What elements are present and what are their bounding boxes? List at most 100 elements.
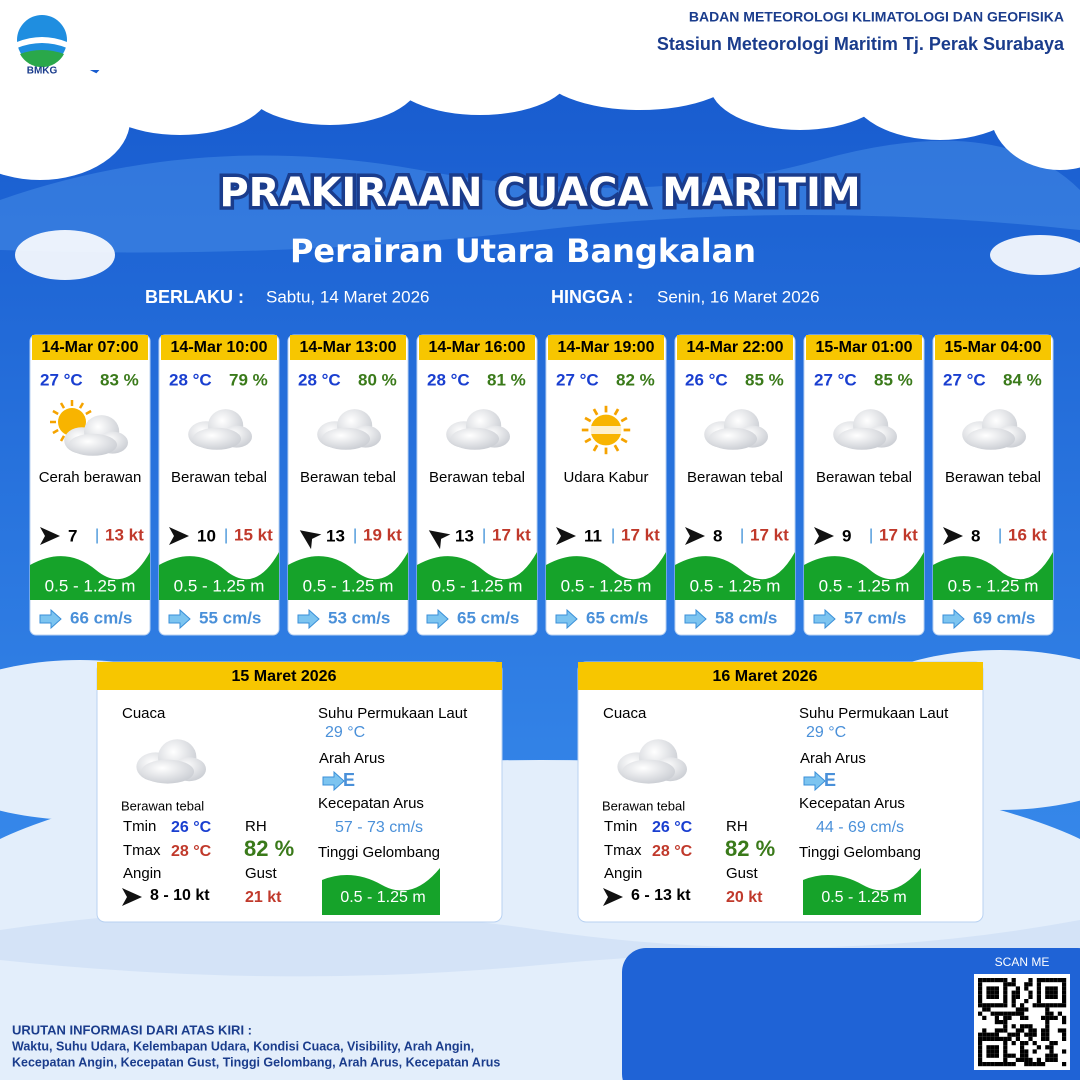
qr-module (978, 978, 983, 983)
weather-condition: Berawan tebal (429, 469, 525, 486)
summary-date: 15 Maret 2026 (232, 668, 337, 685)
title: PRAKIRAAN CUACA MARITIM (219, 170, 860, 216)
qr-module (1041, 1062, 1046, 1067)
current-arrow (426, 608, 449, 630)
qr-module (1041, 978, 1046, 983)
qr-module (1003, 1053, 1008, 1058)
qr-module (1049, 986, 1054, 991)
qr-module (990, 994, 995, 999)
qr-module (994, 1015, 999, 1020)
wave-area (159, 552, 279, 600)
bmkg-logo: BMKG (17, 15, 67, 77)
temperature: 26 °C (685, 370, 728, 389)
qr-module (1045, 1053, 1050, 1058)
qr-module (1032, 1032, 1037, 1037)
qr-module (986, 1003, 991, 1008)
footer-line: Kecepatan Angin, Kecepatan Gust, Tinggi … (12, 1055, 500, 1069)
qr-module (1049, 1057, 1054, 1062)
sun-ray (85, 409, 92, 416)
wind-speed: 13 (326, 526, 345, 545)
qr-module (982, 1003, 987, 1008)
qr-module (1011, 994, 1016, 999)
qr-module (982, 978, 987, 983)
qr-module (1028, 994, 1033, 999)
qr-module (1045, 1015, 1050, 1020)
qr-module (1045, 1057, 1050, 1062)
separator: | (224, 527, 228, 544)
card-header (935, 335, 1051, 360)
qr-module (986, 1032, 991, 1037)
qr-module (1053, 1003, 1058, 1008)
qr-module (1057, 978, 1062, 983)
field-label: Suhu Permukaan Laut (318, 705, 468, 722)
gust: 20 kt (726, 889, 763, 906)
haze (590, 426, 622, 434)
current-speed: 58 cm/s (715, 608, 777, 627)
temperature: 27 °C (814, 370, 857, 389)
qr-module (999, 978, 1004, 983)
qr-module (1015, 1036, 1020, 1041)
cloud-icon (188, 409, 252, 450)
agency: BADAN METEOROLOGI KLIMATOLOGI DAN GEOFIS… (689, 9, 1064, 25)
qr-module (1011, 1003, 1016, 1008)
qr-module (986, 1007, 991, 1012)
qr-module (982, 1007, 987, 1012)
field-label: Kecepatan Arus (799, 795, 905, 812)
qr-module (1062, 990, 1067, 995)
qr-module (999, 1020, 1004, 1025)
qr-module (1011, 990, 1016, 995)
qr-module (1020, 1045, 1025, 1050)
forecast-time: 14-Mar 22:00 (687, 339, 784, 356)
cloud-icon (962, 409, 1026, 450)
wave-height: 0.5 - 1.25 m (561, 576, 652, 595)
qr-module (1024, 1062, 1029, 1067)
qr-module (1024, 1024, 1029, 1029)
separator: | (740, 527, 744, 544)
card-header (32, 335, 148, 360)
qr-module (1003, 982, 1008, 987)
wind-speed: 7 (68, 526, 77, 545)
qr-module (1036, 994, 1041, 999)
sun-ray (613, 408, 620, 416)
humidity: 82 % (244, 836, 294, 861)
qr-module (986, 1053, 991, 1058)
qr-module (1062, 1028, 1067, 1033)
qr-module (999, 1011, 1004, 1016)
current-range: 57 - 73 cm/s (335, 819, 423, 836)
qr-module (1045, 1036, 1050, 1041)
qr-module (1036, 978, 1041, 983)
qr-module (990, 1003, 995, 1008)
wind-arrow (556, 527, 576, 545)
current-arrow (322, 770, 345, 792)
qr-module (1036, 1045, 1041, 1050)
field-label: Angin (604, 865, 642, 882)
qr-module (1015, 1007, 1020, 1012)
field-label: Tmin (123, 818, 156, 835)
qr-module (1062, 1036, 1067, 1041)
wave-height: 0.5 - 1.25 m (819, 576, 910, 595)
qr-module (1015, 1011, 1020, 1016)
current-arrow (297, 608, 320, 630)
qr-module (1062, 978, 1067, 983)
current-arrow (39, 608, 62, 630)
qr-module (990, 1032, 995, 1037)
qr-module (1011, 1062, 1016, 1067)
qr-module (1028, 978, 1033, 983)
qr-module (990, 1036, 995, 1041)
qr-module (978, 982, 983, 987)
qr-module (1041, 1036, 1046, 1041)
gust-speed: 13 kt (105, 525, 144, 544)
card-header (806, 335, 922, 360)
cloud-part (837, 427, 886, 450)
wave-area (804, 552, 924, 600)
temperature: 28 °C (427, 370, 470, 389)
qr-module (1003, 1036, 1008, 1041)
qr-module (1011, 1032, 1016, 1037)
qr-module (990, 978, 995, 983)
gust: 21 kt (245, 889, 282, 906)
qr-module (1049, 1015, 1054, 1020)
qr-module (978, 1053, 983, 1058)
qr-module (1015, 1057, 1020, 1062)
card-header (677, 335, 793, 360)
